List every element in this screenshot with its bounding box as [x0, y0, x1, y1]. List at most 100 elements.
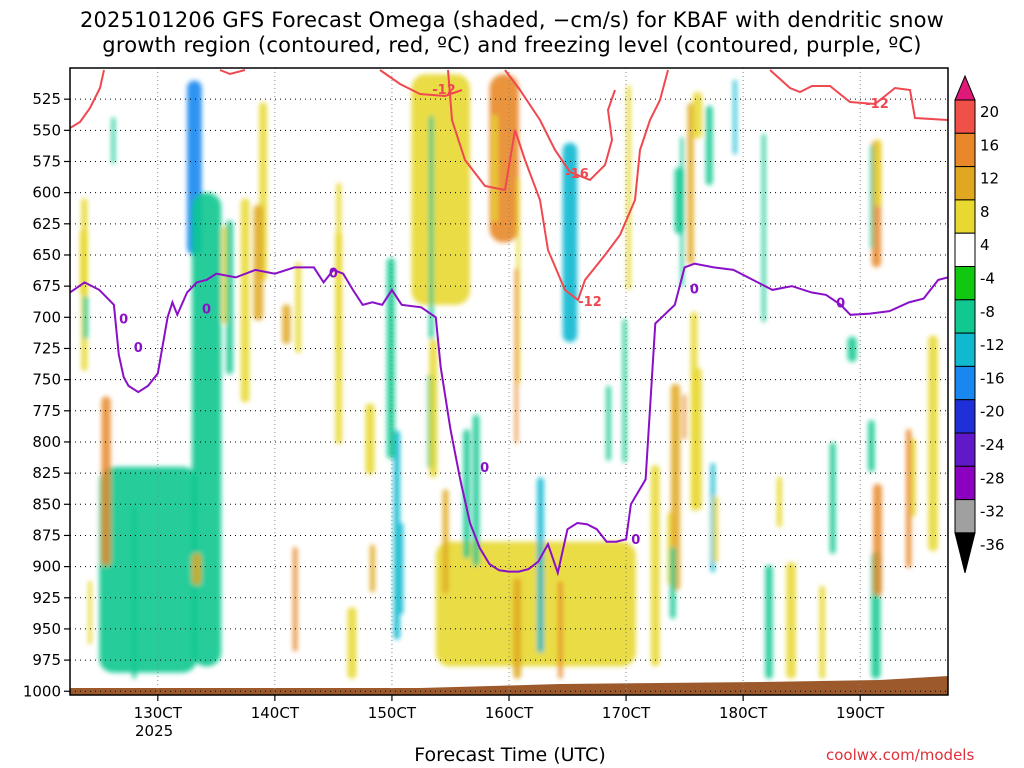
y-tick-label: 850 — [32, 495, 61, 513]
chart-title-line-1: 2025101206 GFS Forecast Omega (shaded, −… — [79, 8, 945, 32]
colorbar-box — [954, 432, 976, 467]
omega-streak — [463, 429, 471, 559]
y-tick-label: 1000 — [23, 682, 61, 700]
y-tick-label: 525 — [32, 90, 61, 108]
omega-streak — [393, 430, 401, 640]
colorbar-box — [954, 399, 976, 434]
x-tick-label: 180CT — [719, 704, 768, 722]
omega-streak — [626, 85, 631, 290]
omega-streak — [101, 396, 111, 566]
omega-yellow-low — [435, 541, 636, 667]
y-tick-label: 975 — [32, 651, 61, 669]
omega-streak — [132, 507, 137, 679]
x-axis-label: Forecast Time (UTC) — [414, 744, 606, 766]
freezing-level-label: 0 — [202, 303, 211, 318]
colorbar-box — [954, 199, 976, 234]
omega-streak — [650, 464, 660, 667]
y-tick-label: 800 — [32, 433, 61, 451]
colorbar-box — [954, 132, 976, 168]
omega-streak — [874, 139, 882, 207]
omega-streak — [829, 442, 836, 554]
y-tick-label: 600 — [32, 184, 61, 202]
freezing-level-line — [70, 262, 948, 577]
y-axis: 525 550 575 600 625 650 675 700 725 750 775 800 825 8… — [23, 90, 70, 700]
omega-streak — [192, 552, 202, 586]
colorbar-label: 4 — [980, 236, 990, 254]
colorbar-label: -20 — [980, 403, 1005, 421]
omega-streak — [240, 198, 250, 403]
dendritic-contour-line — [70, 69, 105, 129]
x-tick-label: 130CT — [134, 704, 183, 722]
colorbar-top-arrow — [954, 74, 976, 101]
colorbar-label: 12 — [980, 170, 999, 188]
omega-streak — [606, 385, 611, 461]
omega-streak — [253, 204, 264, 321]
omega-streak — [386, 257, 395, 459]
chart-title-line-2: growth region (contoured, red, ºC) and f… — [102, 33, 922, 57]
omega-streak — [399, 522, 404, 615]
colorbar-bottom-arrow — [954, 532, 976, 574]
y-tick-label: 650 — [32, 246, 61, 264]
omega-streak — [336, 182, 342, 353]
x-tick-label: 190CT — [836, 704, 885, 722]
colorbar-label: -4 — [980, 270, 995, 288]
omega-streak — [369, 544, 376, 593]
omega-yellow-upper-band — [411, 74, 470, 305]
x-tick-label: 160CT — [485, 704, 534, 722]
grid-lines — [70, 68, 948, 695]
colorbar-box — [954, 299, 976, 334]
omega-shading — [70, 74, 948, 695]
y-tick-label: 925 — [32, 589, 61, 607]
omega-streak — [868, 420, 875, 473]
x-tick-label: 170CT — [602, 704, 651, 722]
omega-streak — [429, 339, 438, 478]
colorbar-label: -16 — [980, 369, 1005, 387]
x-axis: 130CT 140CT 150CT 160CT 170CT 180CT 190CT — [134, 695, 885, 722]
dendritic-contour-label: -12 — [865, 97, 889, 112]
omega-streak — [111, 117, 116, 164]
colorbar-label: -24 — [980, 436, 1005, 454]
omega-streak — [870, 144, 874, 250]
freezing-level-label: 0 — [690, 283, 699, 298]
y-tick-label: 900 — [32, 558, 61, 576]
omega-streak — [928, 335, 938, 552]
y-tick-label: 750 — [32, 371, 61, 389]
y-tick-label: 675 — [32, 277, 61, 295]
freezing-level-label: 0 — [134, 341, 143, 356]
y-tick-label: 625 — [32, 215, 61, 233]
colorbar-label: 8 — [980, 203, 990, 221]
omega-streak — [537, 477, 544, 653]
x-tick-label: 140CT — [251, 704, 300, 722]
omega-streak — [847, 336, 857, 363]
dendritic-contour-line — [219, 69, 246, 76]
colorbar-box — [954, 499, 976, 534]
colorbar-label: -8 — [980, 303, 995, 321]
omega-streak — [622, 319, 627, 463]
credit-link[interactable]: coolwx.com/models — [826, 746, 975, 764]
colorbar-label: -28 — [980, 469, 1005, 487]
colorbar-box — [954, 99, 976, 134]
omega-blue-column — [562, 142, 578, 343]
omega-streak — [292, 547, 298, 652]
dendritic-contour-label: -12 — [578, 295, 602, 310]
dendritic-contour-line — [447, 69, 669, 302]
omega-streak — [680, 136, 684, 287]
omega-streak — [442, 489, 449, 594]
freezing-level-label: 0 — [119, 313, 128, 328]
colorbar-box — [954, 166, 976, 201]
omega-streak — [733, 79, 737, 155]
omega-streak — [514, 268, 518, 444]
omega-streak — [282, 304, 291, 345]
dendritic-contour-line — [504, 69, 616, 182]
omega-streak — [682, 394, 687, 440]
colorbar-label: -36 — [980, 536, 1005, 554]
omega-streak — [513, 577, 522, 679]
colorbar-box — [954, 266, 976, 301]
y-tick-label: 725 — [32, 339, 61, 357]
omega-streak — [670, 383, 681, 591]
omega-streak — [687, 103, 694, 265]
omega-streak — [472, 414, 480, 567]
omega-streak — [365, 403, 375, 475]
freezing-level-label: 0 — [329, 266, 338, 281]
omega-streak — [692, 91, 703, 139]
